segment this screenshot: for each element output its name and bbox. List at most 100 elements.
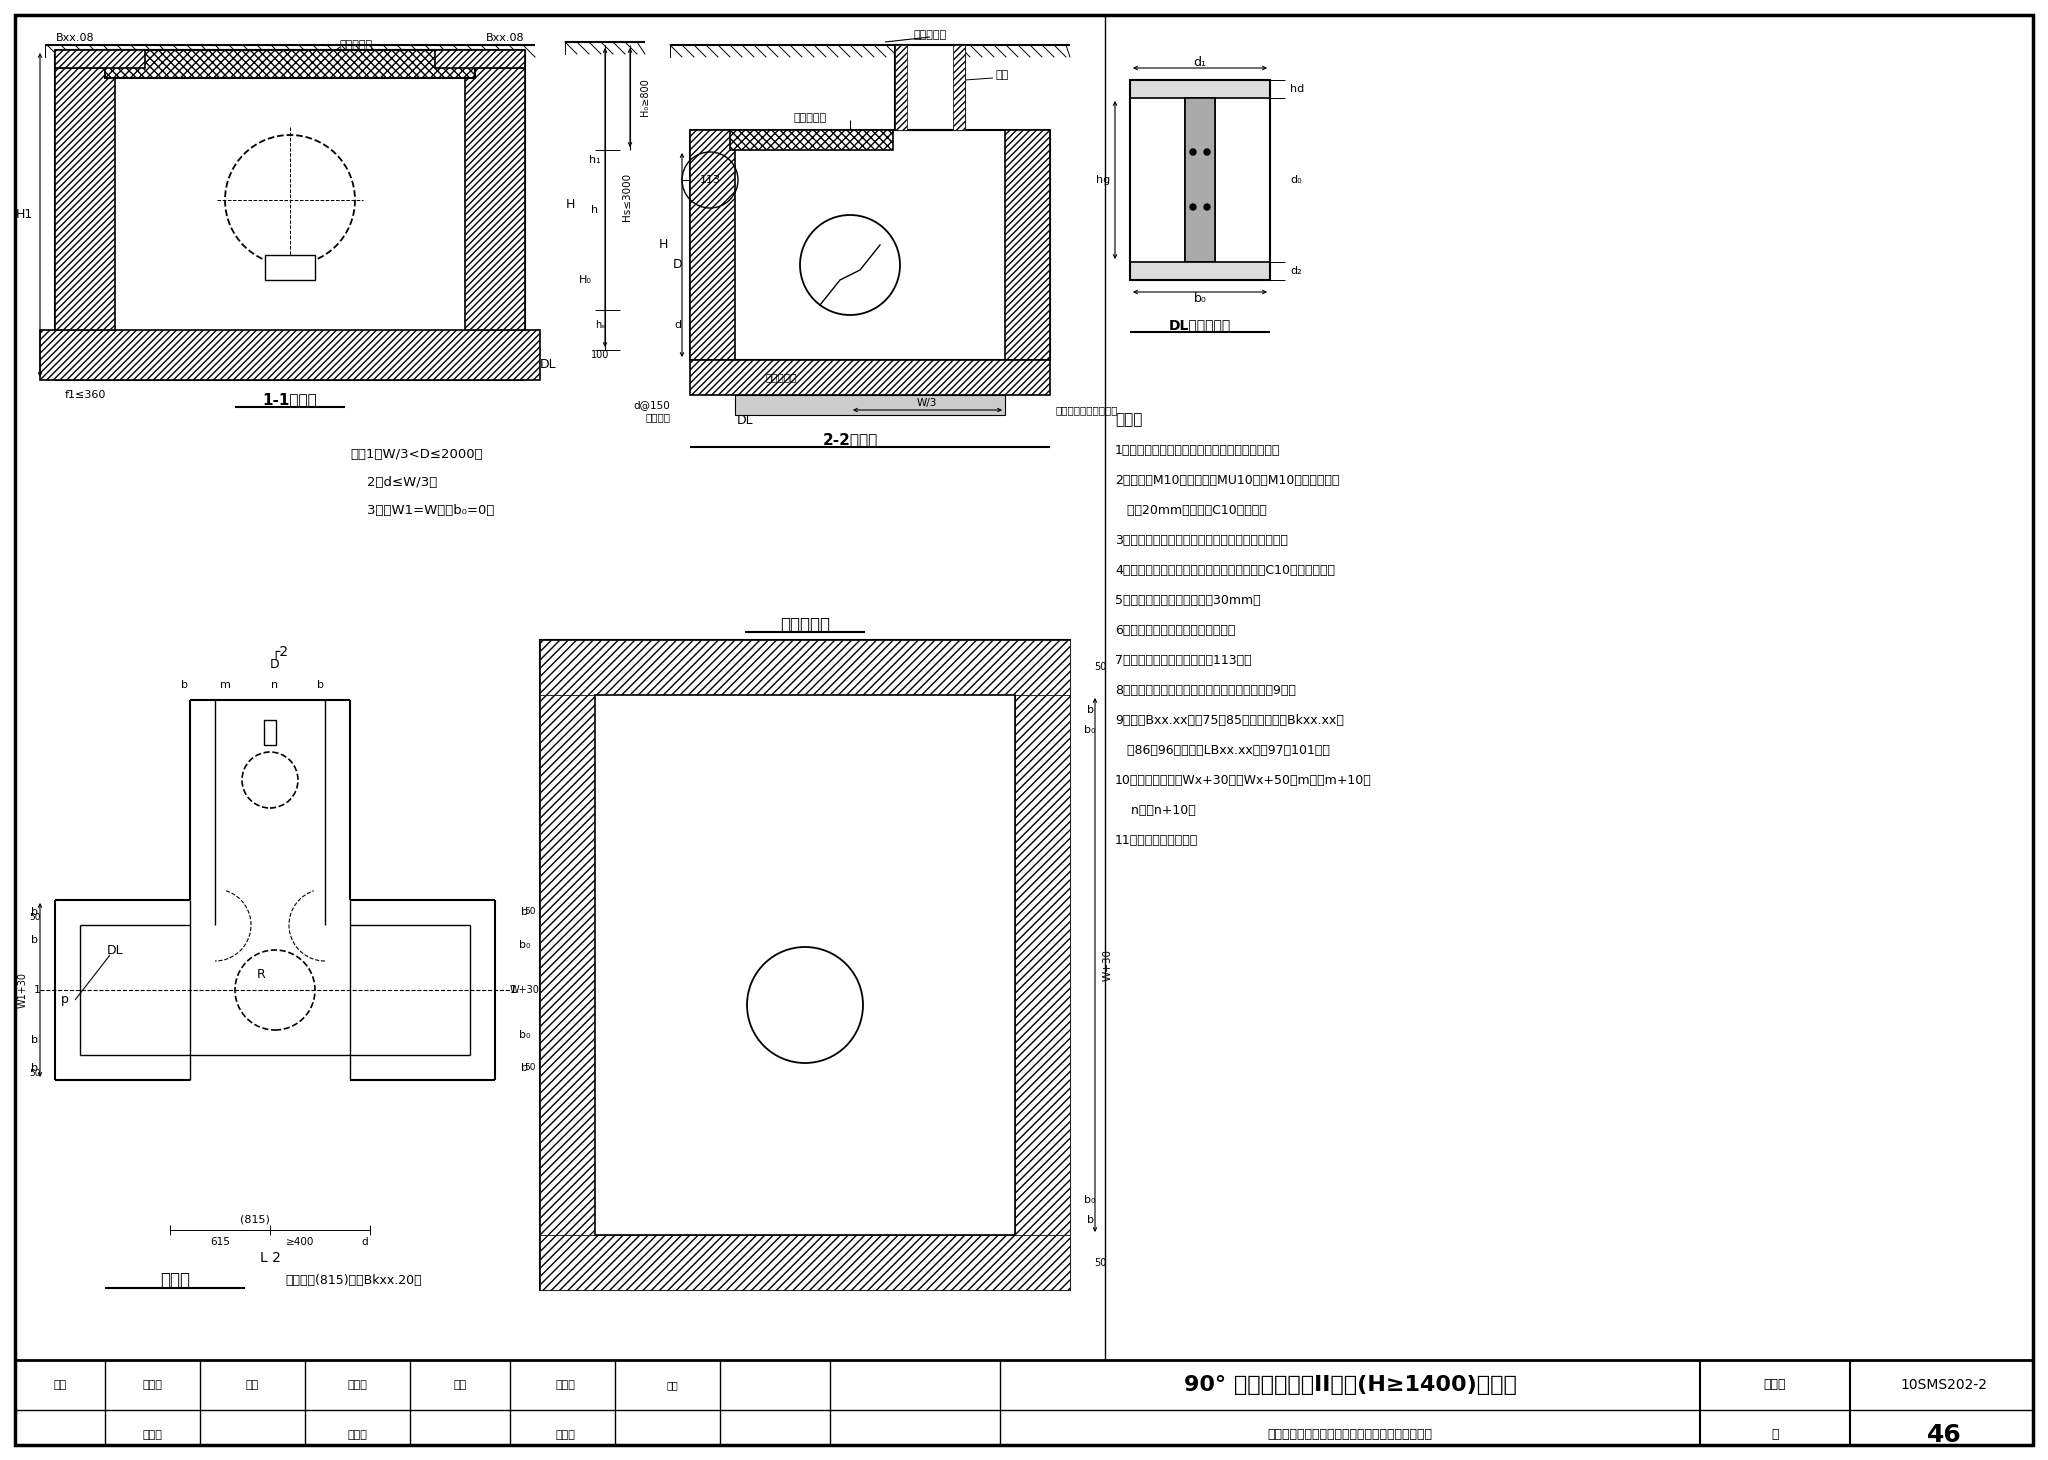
Text: 50: 50	[1094, 1259, 1106, 1267]
Text: 2-2剖面图: 2-2剖面图	[823, 432, 879, 448]
Text: b: b	[1087, 705, 1094, 715]
Text: 平面图: 平面图	[160, 1272, 190, 1289]
Text: 9．盖板Bxx.xx见第75～85页；人孔盖板Bkxx.xx见: 9．盖板Bxx.xx见第75～85页；人孔盖板Bkxx.xx见	[1114, 714, 1343, 727]
Text: 混凝土管基: 混凝土管基	[766, 372, 797, 383]
Circle shape	[1190, 204, 1196, 210]
Text: 混凝土盖板: 混凝土盖板	[340, 39, 373, 50]
Bar	[541, 639, 1069, 1291]
Text: b₀: b₀	[520, 940, 530, 950]
Text: 与矩形管道断面配筋同: 与矩形管道断面配筋同	[1055, 404, 1118, 415]
Text: 1: 1	[510, 986, 516, 996]
Text: W+30: W+30	[510, 986, 541, 996]
Bar	[264, 720, 276, 745]
Circle shape	[1204, 149, 1210, 155]
Text: W/3: W/3	[918, 399, 938, 407]
Text: 50: 50	[29, 1069, 41, 1077]
Bar	[41, 330, 541, 380]
Text: b₀: b₀	[1194, 292, 1206, 305]
Text: n: n	[272, 680, 279, 691]
Text: 8．断变段处盖板依大跨度一端尺寸选用，见第9页。: 8．断变段处盖板依大跨度一端尺寸选用，见第9页。	[1114, 683, 1296, 696]
Bar	[1130, 261, 1270, 280]
Bar	[735, 396, 1006, 415]
Text: 刘亚炎: 刘亚炎	[346, 1380, 367, 1390]
Bar	[690, 130, 735, 361]
Text: hₑ: hₑ	[594, 320, 606, 330]
Text: b: b	[1087, 1215, 1094, 1225]
Bar	[55, 69, 115, 330]
Text: d₀: d₀	[1290, 175, 1303, 185]
Text: 冯树健: 冯树健	[555, 1429, 575, 1440]
Text: 2．d≤W/3。: 2．d≤W/3。	[350, 476, 438, 489]
Text: hg: hg	[1096, 175, 1110, 185]
Text: H₀≥800: H₀≥800	[639, 79, 649, 115]
Text: D: D	[674, 258, 682, 272]
Bar	[1006, 130, 1051, 361]
Text: W1+30: W1+30	[18, 972, 29, 1007]
Text: f1≤360: f1≤360	[63, 390, 106, 400]
Text: d: d	[674, 320, 682, 330]
Text: 冯树健: 冯树健	[555, 1380, 575, 1390]
Text: b: b	[31, 1063, 39, 1073]
Text: Bxx.08: Bxx.08	[920, 785, 954, 819]
Text: b: b	[522, 1063, 528, 1073]
Text: 6．井筒必须放在没有支管的一侧。: 6．井筒必须放在没有支管的一侧。	[1114, 623, 1235, 637]
Text: 井盖及支座: 井盖及支座	[913, 31, 946, 39]
Text: 抹面20mm厉；或用C10混凝土。: 抹面20mm厉；或用C10混凝土。	[1114, 504, 1268, 517]
Text: 615: 615	[211, 1237, 229, 1247]
Text: LBxx: LBxx	[797, 133, 825, 143]
Text: 3．检查井底配筋与同断面矩形管道底板配筋相同。: 3．检查井底配筋与同断面矩形管道底板配筋相同。	[1114, 533, 1288, 546]
Text: 10．用于石牀体时Wx+30改为Wx+50，m改为m+10，: 10．用于石牀体时Wx+30改为Wx+50，m改为m+10，	[1114, 774, 1372, 787]
Text: 2．流槽用M10水泥沙浆牀MU10砂；M10防水水泥沙浆: 2．流槽用M10水泥沙浆牀MU10砂；M10防水水泥沙浆	[1114, 473, 1339, 486]
Text: h: h	[592, 204, 598, 215]
Text: H: H	[565, 199, 575, 212]
Bar	[434, 50, 524, 69]
Text: m: m	[219, 680, 231, 691]
Text: n改为n+10。: n改为n+10。	[1114, 803, 1196, 816]
Text: 1: 1	[33, 986, 41, 996]
Text: 第86～96页；梁板LBxx.xx见第97～101页。: 第86～96页；梁板LBxx.xx见第97～101页。	[1114, 743, 1329, 756]
Text: 113: 113	[700, 175, 721, 185]
Text: b: b	[31, 934, 39, 945]
Bar	[690, 361, 1051, 396]
Text: 4．接入支管管底下弯超挖部分用级配沙石或C10混凝土填实。: 4．接入支管管底下弯超挖部分用级配沙石或C10混凝土填实。	[1114, 564, 1335, 577]
Text: 王长祥: 王长祥	[141, 1380, 162, 1390]
Circle shape	[1204, 204, 1210, 210]
Text: Bkxx.xx: Bkxx.xx	[918, 1108, 956, 1146]
Text: 46: 46	[1927, 1424, 1962, 1447]
Text: 页: 页	[1772, 1428, 1780, 1441]
Text: Bkxx.xx: Bkxx.xx	[653, 1108, 690, 1146]
Text: H: H	[659, 238, 668, 251]
Text: Bxx.08: Bxx.08	[55, 34, 94, 42]
Bar	[264, 255, 315, 280]
Text: d@150: d@150	[633, 400, 670, 410]
Text: 90° 三通检查井（II型）(H≥1400)结构图: 90° 三通检查井（II型）(H≥1400)结构图	[1184, 1375, 1516, 1394]
Text: p: p	[61, 993, 70, 1006]
Text: 图集号: 图集号	[1763, 1378, 1786, 1391]
Bar	[596, 695, 1016, 1235]
Bar	[729, 130, 893, 150]
Text: 盖板平面图: 盖板平面图	[780, 616, 829, 634]
Text: DL: DL	[106, 943, 123, 956]
Text: H1: H1	[16, 209, 33, 222]
Text: 校对: 校对	[246, 1380, 258, 1390]
Text: 混凝土盖板: 混凝土盖板	[793, 112, 827, 123]
Bar	[55, 50, 145, 69]
Text: 10SMS202-2: 10SMS202-2	[1901, 1378, 1987, 1391]
Text: DL: DL	[541, 359, 557, 371]
Text: b₀: b₀	[520, 1029, 530, 1040]
Text: 50: 50	[524, 908, 537, 917]
Text: 绘制: 绘制	[666, 1380, 678, 1390]
Text: ≥400: ≥400	[287, 1237, 313, 1247]
Text: 50: 50	[1094, 661, 1106, 672]
Bar	[895, 45, 907, 130]
Text: Bxx.08: Bxx.08	[655, 785, 690, 819]
Text: 11．其他详见总说明。: 11．其他详见总说明。	[1114, 834, 1198, 847]
Text: Bxx.08: Bxx.08	[485, 34, 524, 42]
Text: 埋地矩形雨水管道及其附属构筑物（砂、石牀体）: 埋地矩形雨水管道及其附属构筑物（砂、石牀体）	[1268, 1428, 1432, 1441]
Text: 50: 50	[524, 1063, 537, 1073]
Text: R: R	[256, 968, 266, 981]
Bar	[541, 695, 596, 1235]
Text: 审核: 审核	[53, 1380, 68, 1390]
Text: W+30: W+30	[1104, 949, 1112, 981]
Text: 7．圆形管道竖缝做法参见第113页。: 7．圆形管道竖缝做法参见第113页。	[1114, 654, 1251, 667]
